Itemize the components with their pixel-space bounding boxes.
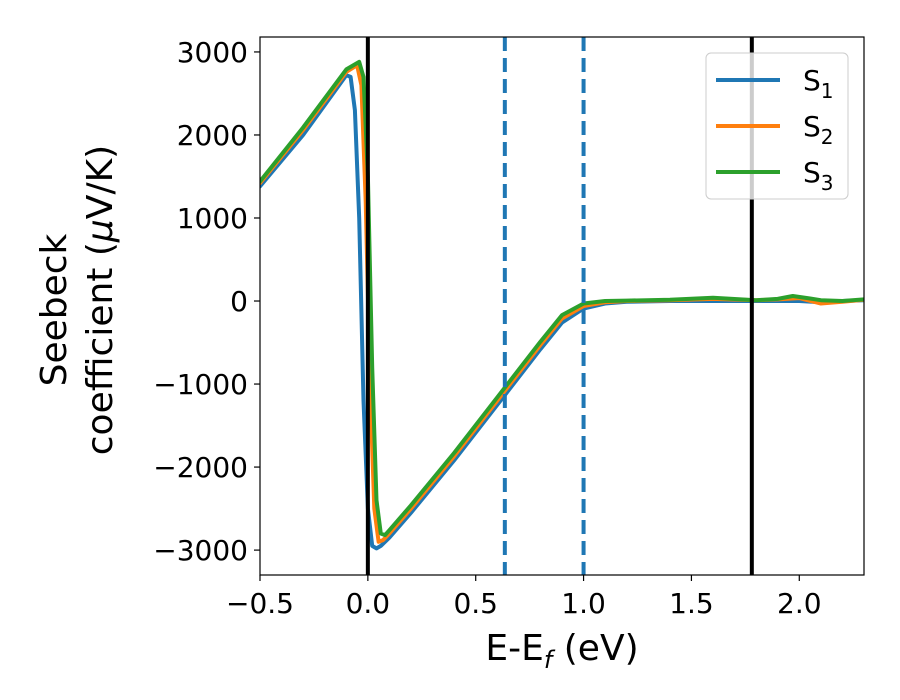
x-tick-label: 0.5 xyxy=(453,587,498,620)
legend-label-s3: S3 xyxy=(803,156,834,195)
x-axis-label-unit: (eV) xyxy=(552,628,638,669)
x-axis-ticks: −0.5 0.0 0.5 1.0 1.5 2.0 xyxy=(226,575,822,620)
x-tick-label: 2.0 xyxy=(777,587,822,620)
y-tick-label: 0 xyxy=(230,285,248,318)
x-axis-label-main: E-E xyxy=(485,628,543,669)
y-axis-label-prefix: coefficient ( xyxy=(80,242,121,455)
legend-label-s1: S1 xyxy=(803,64,834,103)
y-axis-label-suffix: V/K) xyxy=(80,145,121,219)
y-tick-label: −3000 xyxy=(153,534,248,567)
x-axis-label: E-Ef (eV) xyxy=(485,628,638,674)
y-axis-label-mu: μ xyxy=(80,219,121,243)
y-tick-label: 2000 xyxy=(177,119,248,152)
y-axis-ticks: 3000 2000 1000 0 −1000 −2000 −3000 xyxy=(153,36,260,567)
series-line-s3 xyxy=(260,59,864,538)
x-tick-label: 1.5 xyxy=(669,587,714,620)
plot-frame xyxy=(259,36,865,576)
y-tick-label: 3000 xyxy=(177,36,248,69)
x-tick-label: 0.0 xyxy=(346,587,391,620)
series-layer xyxy=(260,59,864,551)
y-axis-label-line1: Seebeck xyxy=(34,233,75,386)
x-tick-label: 1.0 xyxy=(561,587,606,620)
y-tick-label: −2000 xyxy=(153,451,248,484)
legend-label-s2: S2 xyxy=(803,110,834,149)
legend: S1 S2 S3 xyxy=(705,52,849,200)
y-tick-label: 1000 xyxy=(177,202,248,235)
x-tick-label: −0.5 xyxy=(226,587,294,620)
y-tick-label: −1000 xyxy=(153,368,248,401)
y-axis-label-line2: coefficient (μV/K) xyxy=(80,145,121,455)
